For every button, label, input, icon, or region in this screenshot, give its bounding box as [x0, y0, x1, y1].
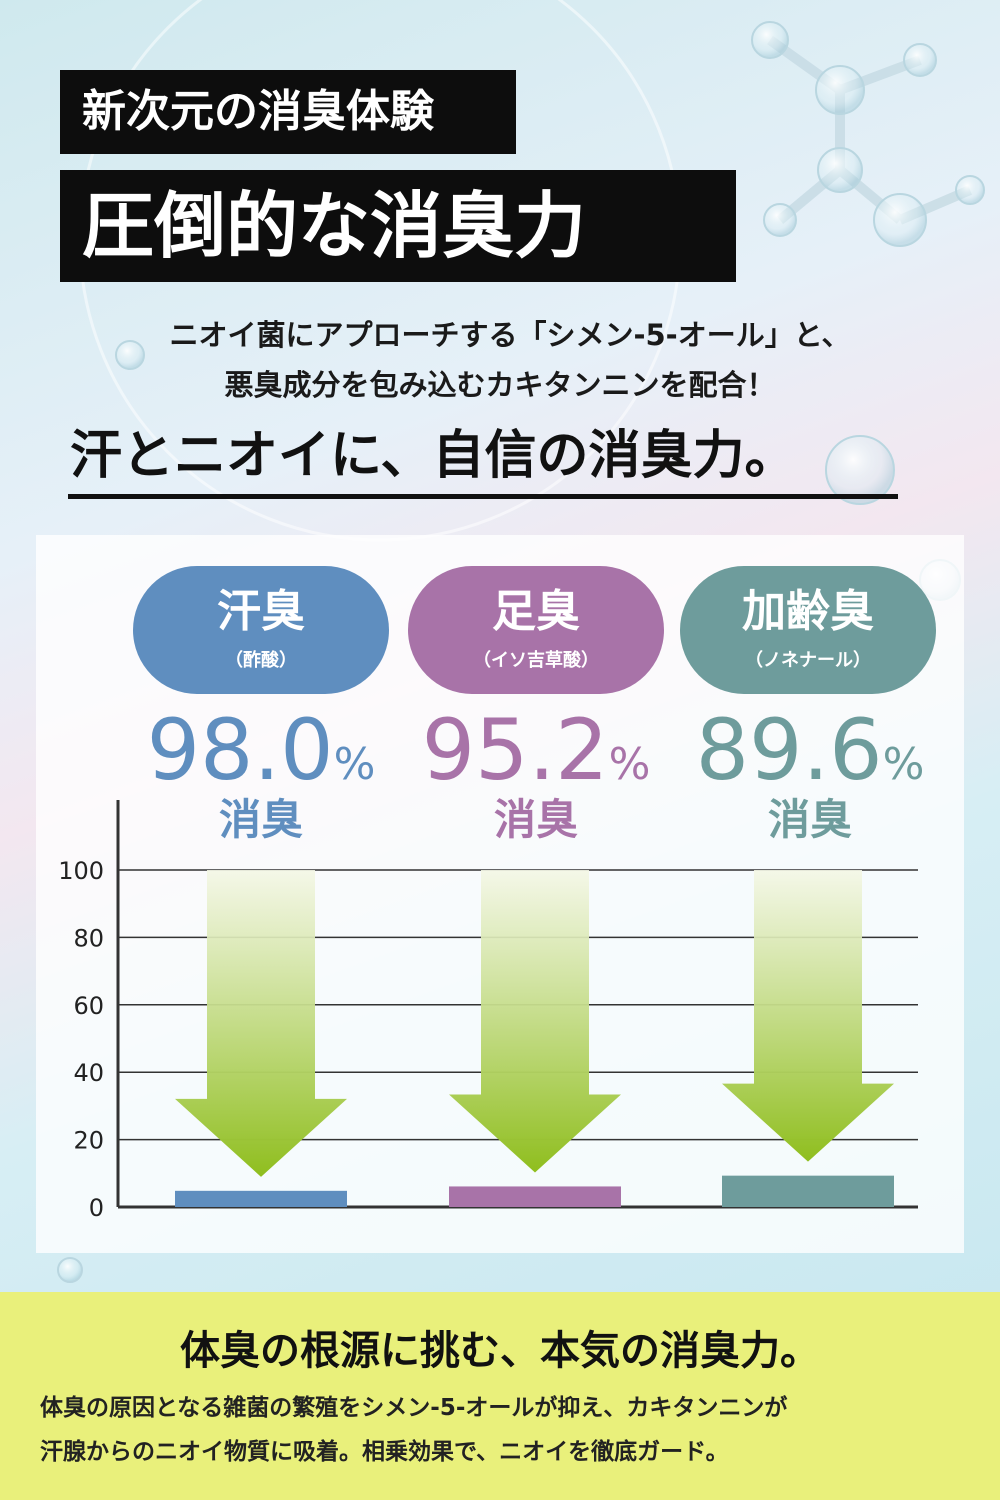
deodor-label: 消臭	[493, 795, 578, 844]
odor-name: 汗臭	[217, 586, 305, 637]
odor-compound: （イソ吉草酸）	[473, 650, 599, 671]
odor-pill-aging: 加齢臭 （ノネナール）	[680, 566, 936, 694]
percent-sign: %	[882, 739, 925, 790]
bar-foot	[449, 1186, 621, 1207]
summary-text-line-2: 汗腺からのニオイ物質に吸着。相乗効果で、ニオイを徹底ガード。	[40, 1439, 729, 1465]
odor-pill-foot: 足臭 （イソ吉草酸）	[408, 566, 664, 694]
page-headline: 圧倒的な消臭力	[60, 170, 736, 282]
bar-aging	[722, 1175, 894, 1207]
y-tick-label: 20	[73, 1127, 104, 1155]
tagline: 汗とニオイに、自信の消臭力。	[70, 426, 797, 486]
intro-line-1: ニオイ菌にアプローチする「シメン-5-オール」と、	[169, 318, 851, 352]
percent-sign: %	[608, 739, 651, 790]
percent-sign: %	[333, 739, 376, 790]
y-tick-label: 0	[89, 1194, 104, 1222]
y-tick-label: 60	[73, 992, 104, 1020]
deodor-rate-foot: 95.2%	[386, 700, 686, 815]
reduction-arrow-foot	[449, 870, 621, 1173]
reduction-arrow-aging	[722, 870, 894, 1162]
odor-compound: （酢酸）	[225, 650, 297, 671]
reduction-arrow-sweat	[175, 870, 347, 1177]
bar-sweat	[175, 1190, 347, 1207]
deodor-rate-sweat: 98.0%	[111, 700, 411, 815]
y-tick-label: 40	[73, 1059, 104, 1087]
intro-line-2: 悪臭成分を包み込むカキタンニンを配合！	[224, 368, 776, 402]
summary-title: 体臭の根源に挑む、本気の消臭力。	[180, 1328, 820, 1374]
odor-compound: （ノネナール）	[745, 650, 871, 671]
odor-pill-sweat: 汗臭 （酢酸）	[133, 566, 389, 694]
y-tick-label: 80	[73, 924, 104, 952]
deodor-label: 消臭	[767, 795, 852, 844]
deodor-label: 消臭	[218, 795, 303, 844]
deodor-rate-value: 95.2	[421, 701, 609, 799]
y-tick-label: 100	[58, 857, 104, 885]
deodor-rate-value: 89.6	[695, 701, 883, 799]
summary-text-line-1: 体臭の原因となる雑菌の繁殖をシメン-5-オールが抑え、カキタンニンが	[40, 1395, 788, 1421]
deodor-rate-aging: 89.6%	[660, 700, 960, 815]
odor-name: 加齢臭	[742, 586, 874, 637]
tagline-underline	[68, 494, 898, 499]
odor-name: 足臭	[492, 586, 580, 637]
summary-band	[0, 1292, 1000, 1500]
deodor-rate-value: 98.0	[146, 701, 334, 799]
feature-tag: 新次元の消臭体験	[60, 70, 516, 154]
